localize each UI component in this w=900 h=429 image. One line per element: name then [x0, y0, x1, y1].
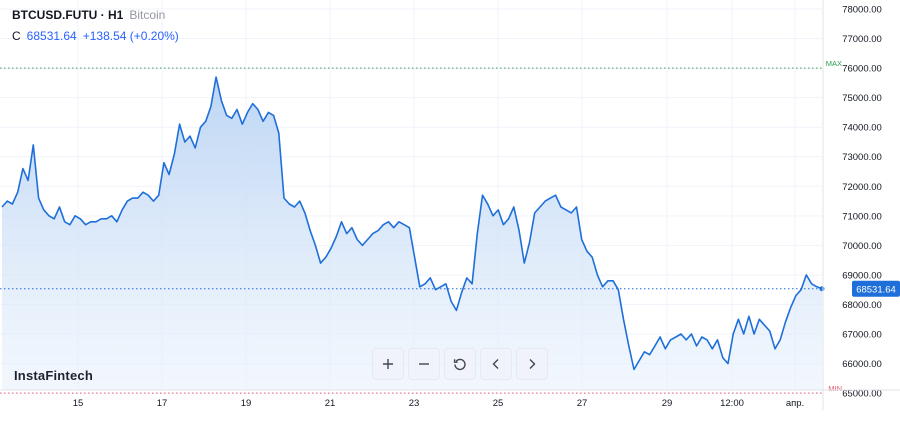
y-tick-label: 74000.00 — [842, 123, 882, 134]
y-tick-label: 77000.00 — [842, 34, 882, 45]
scroll-left-icon — [492, 359, 499, 369]
brand-watermark: InstaFintech — [14, 368, 93, 383]
change-value: +138.54 (+0.20%) — [82, 29, 179, 43]
scroll-right-icon — [529, 359, 536, 369]
reset-button[interactable] — [444, 348, 476, 380]
symbol-title: BTCUSD.FUTU · H1 Bitcoin — [12, 8, 165, 22]
zoom-in-button[interactable] — [372, 348, 404, 380]
min-label: MIN — [828, 384, 842, 393]
x-tick-label: 27 — [577, 398, 588, 409]
zoom-out-icon — [419, 363, 429, 365]
zoom-out-button[interactable] — [408, 348, 440, 380]
scroll-right-button[interactable] — [516, 348, 548, 380]
x-tick-label: 23 — [409, 398, 420, 409]
x-tick-label: апр. — [786, 398, 804, 409]
x-tick-label: 19 — [241, 398, 252, 409]
y-tick-label: 68000.00 — [842, 300, 882, 311]
price-line — [1, 76, 823, 371]
ohlc-readout: C 68531.64 +138.54 (+0.20%) — [12, 29, 179, 43]
y-tick-label: 78000.00 — [842, 5, 882, 16]
price-series — [0, 76, 825, 390]
y-tick-label: 75000.00 — [842, 93, 882, 104]
price-area — [2, 77, 822, 390]
y-tick-label: 72000.00 — [842, 182, 882, 193]
zoom-in-icon — [383, 359, 393, 369]
chart-toolbar — [372, 348, 548, 380]
last-price-badge-text: 68531.64 — [856, 284, 896, 295]
symbol-label: BTCUSD.FUTU · H1 — [12, 8, 124, 22]
y-tick-label: 73000.00 — [842, 152, 882, 163]
y-axis: 65000.00 66000.00 67000.00 68000.00 69000.00… — [822, 0, 900, 410]
y-tick-label: 76000.00 — [842, 64, 882, 75]
x-tick-label: 17 — [157, 398, 168, 409]
x-tick-label: 29 — [662, 398, 673, 409]
y-tick-label: 69000.00 — [842, 270, 882, 281]
x-tick-label: 15 — [73, 398, 84, 409]
max-label: MAX — [826, 59, 842, 68]
close-label: C — [12, 29, 21, 43]
close-value: 68531.64 — [26, 29, 77, 43]
y-tick-label: 65000.00 — [842, 389, 882, 400]
symbol-description: Bitcoin — [129, 8, 166, 22]
y-tick-label: 70000.00 — [842, 241, 882, 252]
x-tick-label: 21 — [325, 398, 336, 409]
y-tick-label: 66000.00 — [842, 359, 882, 370]
y-tick-label: 71000.00 — [842, 211, 882, 222]
reset-icon — [453, 358, 466, 371]
max-min-levels: MAX MIN — [0, 59, 842, 394]
x-axis: 15 17 19 21 23 25 27 29 12:00 апр. — [0, 389, 900, 409]
x-tick-label: 25 — [493, 398, 504, 409]
x-tick-label: 12:00 — [720, 398, 744, 409]
last-price-dot — [819, 286, 825, 292]
scroll-left-button[interactable] — [480, 348, 512, 380]
y-tick-label: 67000.00 — [842, 330, 882, 341]
last-price-badge — [852, 280, 900, 297]
